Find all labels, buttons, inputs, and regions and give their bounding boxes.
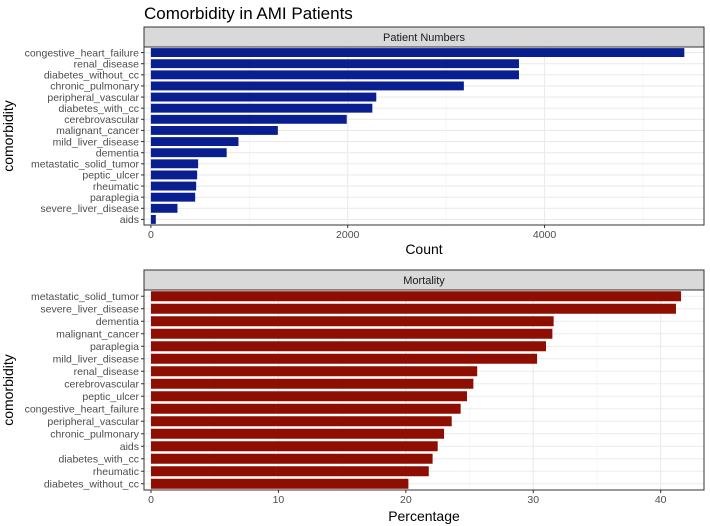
x-tick-label: 20 xyxy=(400,494,412,506)
bar-diabetes_without_cc xyxy=(150,70,519,80)
y-tick-label: diabetes_with_cc xyxy=(58,454,139,466)
bar-rheumatic xyxy=(151,466,429,477)
bar-paraplegia xyxy=(150,192,196,202)
y-tick-label: diabetes_without_cc xyxy=(44,70,139,82)
bar-dementia xyxy=(150,148,227,158)
bar-metastatic_solid_tumor xyxy=(151,291,682,302)
bar-peptic_ulcer xyxy=(150,170,198,180)
bar-peripheral_vascular xyxy=(151,416,452,427)
x-axis-title: Count xyxy=(405,241,442,257)
x-tick-label: 2000 xyxy=(336,229,360,241)
bar-malignant_cancer xyxy=(151,328,553,339)
bar-chronic_pulmonary xyxy=(151,428,445,439)
y-tick-label: peripheral_vascular xyxy=(47,416,139,428)
y-tick-label: aids xyxy=(120,214,139,226)
bar-aids xyxy=(150,214,156,224)
bar-severe_liver_disease xyxy=(151,303,676,314)
y-tick-label: peripheral_vascular xyxy=(47,92,139,104)
y-tick-label: severe_liver_disease xyxy=(40,304,139,316)
y-tick-label: malignant_cancer xyxy=(56,329,139,341)
bar-chronic_pulmonary xyxy=(150,81,464,91)
y-tick-label: dementia xyxy=(96,147,139,159)
panel-border xyxy=(143,46,705,226)
panel-border xyxy=(143,289,705,491)
y-tick-label: metastatic_solid_tumor xyxy=(31,159,139,171)
y-tick-label: paraplegia xyxy=(90,341,139,353)
bar-metastatic_solid_tumor xyxy=(150,159,199,169)
y-tick-label: renal_disease xyxy=(74,366,140,378)
x-tick-label: 0 xyxy=(148,494,154,506)
bar-malignant_cancer xyxy=(150,125,278,135)
bar-mild_liver_disease xyxy=(150,137,239,147)
bar-rheumatic xyxy=(150,181,197,191)
y-tick-label: peptic_ulcer xyxy=(82,391,139,403)
bar-dementia xyxy=(151,316,554,327)
y-tick-label: mild_liver_disease xyxy=(53,354,140,366)
y-tick-label: cerebrovascular xyxy=(64,379,139,391)
y-tick-label: dementia xyxy=(96,316,139,328)
bar-renal_disease xyxy=(150,59,519,69)
y-axis-title: comorbidity xyxy=(0,100,16,172)
y-tick-label: malignant_cancer xyxy=(56,125,139,137)
x-tick-label: 40 xyxy=(655,494,667,506)
facet-strip-label: Mortality xyxy=(403,275,445,287)
bar-diabetes_with_cc xyxy=(151,453,433,464)
bar-renal_disease xyxy=(151,366,478,377)
bar-congestive_heart_failure xyxy=(151,403,461,414)
y-tick-label: renal_disease xyxy=(74,58,140,70)
chart-title: Comorbidity in AMI Patients xyxy=(144,4,353,23)
y-tick-label: rheumatic xyxy=(93,466,139,478)
panel-patient-numbers: Patient Numberscongestive_heart_failurer… xyxy=(0,26,705,257)
y-tick-label: diabetes_without_cc xyxy=(44,479,139,491)
bar-aids xyxy=(151,441,438,452)
bar-diabetes_without_cc xyxy=(151,478,409,489)
y-tick-label: paraplegia xyxy=(90,192,139,204)
bar-peptic_ulcer xyxy=(151,391,468,402)
y-tick-label: chronic_pulmonary xyxy=(50,429,139,441)
bar-peripheral_vascular xyxy=(150,92,377,102)
y-tick-label: diabetes_with_cc xyxy=(58,103,139,115)
bar-paraplegia xyxy=(151,341,547,352)
y-tick-label: mild_liver_disease xyxy=(53,136,140,148)
facet-strip-label: Patient Numbers xyxy=(383,32,465,44)
panel-mortality: Mortality metastatic_solid_tumorsevere_li… xyxy=(0,269,705,524)
x-tick-label: 10 xyxy=(273,494,285,506)
bar-congestive_heart_failure xyxy=(150,48,685,58)
bar-mild_liver_disease xyxy=(151,353,538,364)
x-tick-label: 4000 xyxy=(533,229,557,241)
y-axis-title: comorbidity xyxy=(0,354,16,426)
bar-diabetes_with_cc xyxy=(150,103,373,113)
x-tick-label: 30 xyxy=(527,494,539,506)
bar-cerebrovascular xyxy=(150,114,347,124)
y-tick-label: congestive_heart_failure xyxy=(25,404,140,416)
y-tick-label: congestive_heart_failure xyxy=(25,47,140,59)
bar-severe_liver_disease xyxy=(150,203,178,213)
y-tick-label: rheumatic xyxy=(93,181,139,193)
y-tick-label: severe_liver_disease xyxy=(40,203,139,215)
x-axis-title: Percentage xyxy=(388,508,460,524)
y-tick-label: metastatic_solid_tumor xyxy=(31,291,139,303)
bar-cerebrovascular xyxy=(151,378,474,389)
y-tick-label: aids xyxy=(120,441,139,453)
y-tick-label: cerebrovascular xyxy=(64,114,139,126)
y-tick-label: chronic_pulmonary xyxy=(50,81,139,93)
y-tick-label: peptic_ulcer xyxy=(82,170,139,182)
x-tick-label: 0 xyxy=(148,229,154,241)
